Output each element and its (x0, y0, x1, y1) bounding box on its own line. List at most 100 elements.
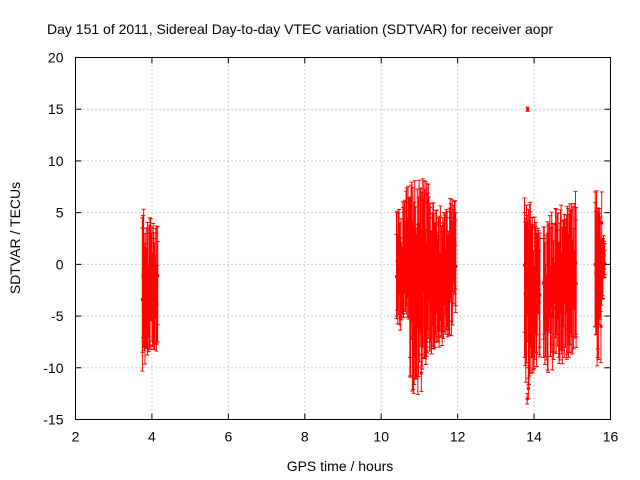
data-point (430, 291, 434, 295)
data-point (446, 279, 450, 283)
data-point-group (547, 215, 552, 333)
data-point-group (545, 221, 550, 371)
data-point (151, 298, 155, 302)
data-point-group (420, 191, 425, 370)
data-cluster-1 (140, 208, 160, 372)
data-point (553, 271, 557, 275)
data-point (430, 268, 434, 272)
data-point (424, 298, 428, 302)
data-point (155, 303, 159, 307)
data-point (149, 267, 153, 271)
data-point (568, 272, 572, 276)
highlight-point (597, 274, 602, 317)
data-point (555, 277, 559, 281)
data-point (150, 282, 154, 286)
x-tick-label: 10 (373, 429, 389, 445)
chart-title: Day 151 of 2011, Sidereal Day-to-day VTE… (47, 21, 553, 37)
data-point (152, 294, 156, 298)
data-point (447, 283, 451, 287)
data-point-group (410, 187, 415, 391)
highlight-point (526, 377, 531, 400)
data-point (565, 285, 569, 289)
data-point (413, 267, 417, 271)
data-point (418, 265, 422, 269)
data-point (448, 246, 452, 250)
data-point (397, 250, 401, 254)
data-point (145, 287, 149, 291)
data-point (572, 287, 576, 291)
data-point (395, 259, 399, 263)
data-point (545, 315, 549, 319)
data-point (528, 242, 532, 246)
data-point (419, 371, 423, 375)
data-point (535, 282, 539, 286)
data-point-group (573, 190, 578, 335)
data-point-group (453, 200, 458, 290)
data-point (573, 261, 577, 265)
data-point (558, 260, 562, 264)
data-point (537, 301, 541, 305)
data-point (443, 272, 447, 276)
data-point-group (553, 207, 558, 339)
data-point-group (530, 223, 535, 373)
data-point (403, 263, 407, 267)
data-point (417, 254, 421, 258)
data-point (146, 280, 150, 284)
data-point-group (145, 221, 150, 356)
data-point-group (436, 212, 458, 338)
grid (75, 57, 611, 420)
data-point (147, 306, 151, 310)
data-point (570, 295, 574, 299)
data-point (556, 264, 560, 268)
data-point (415, 304, 419, 308)
data-point (414, 301, 418, 305)
y-tick-label: 0 (56, 256, 64, 272)
data-point (410, 259, 414, 263)
data-point (596, 282, 600, 286)
data-point (427, 246, 431, 250)
data-point (532, 316, 536, 320)
highlight-point (141, 309, 146, 348)
highlight-point (600, 238, 605, 271)
data-point (147, 285, 151, 289)
data-point (557, 301, 561, 305)
data-point (436, 284, 440, 288)
data-point (145, 296, 149, 300)
data-point (546, 301, 550, 305)
data-point (567, 281, 571, 285)
data-point (597, 267, 601, 271)
data-point (144, 294, 148, 298)
data-point (569, 279, 573, 283)
data-point (525, 277, 529, 281)
data-point (564, 264, 568, 268)
data-point (544, 281, 548, 285)
data-point (445, 268, 449, 272)
data-point (554, 279, 558, 283)
data-point (444, 290, 448, 294)
data-point (413, 291, 417, 295)
y-axis-label: SDTVAR / TECUs (7, 182, 23, 294)
highlight-point (528, 201, 533, 286)
data-point (545, 294, 549, 298)
data-point (442, 257, 446, 261)
data-cluster-7 (541, 190, 579, 373)
data-point (435, 259, 439, 263)
data-point (420, 296, 424, 300)
data-point (440, 279, 444, 283)
data-point (415, 256, 419, 260)
data-point (547, 276, 551, 280)
data-point (432, 279, 436, 283)
data-point (403, 254, 407, 258)
data-point (543, 301, 547, 305)
x-tick-label: 4 (148, 429, 156, 445)
data-point (450, 244, 454, 248)
data-point (559, 275, 563, 279)
data-point (407, 257, 411, 261)
data-point (396, 277, 400, 281)
data-point (600, 221, 604, 225)
data-point (433, 283, 437, 287)
data-point (438, 261, 442, 265)
data-point (154, 272, 158, 276)
